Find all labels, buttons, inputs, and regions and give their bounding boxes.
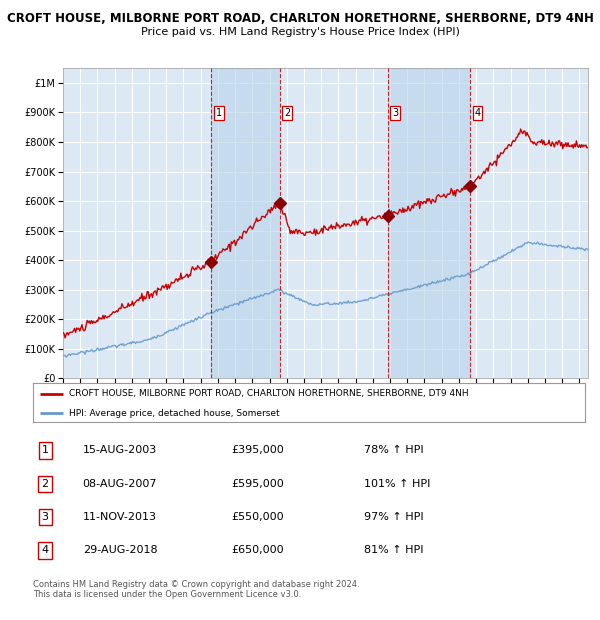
- Text: £595,000: £595,000: [232, 479, 284, 489]
- Text: 08-AUG-2007: 08-AUG-2007: [83, 479, 157, 489]
- Text: 78% ↑ HPI: 78% ↑ HPI: [364, 445, 424, 456]
- Text: 4: 4: [475, 108, 481, 118]
- Text: 2: 2: [284, 108, 290, 118]
- Text: 1: 1: [41, 445, 49, 456]
- Text: 11-NOV-2013: 11-NOV-2013: [83, 512, 157, 522]
- Text: 4: 4: [41, 546, 49, 556]
- Text: Contains HM Land Registry data © Crown copyright and database right 2024.
This d: Contains HM Land Registry data © Crown c…: [33, 580, 359, 599]
- Bar: [211, 68, 280, 378]
- Text: Price paid vs. HM Land Registry's House Price Index (HPI): Price paid vs. HM Land Registry's House …: [140, 27, 460, 37]
- Text: 97% ↑ HPI: 97% ↑ HPI: [364, 512, 424, 522]
- Bar: [388, 68, 470, 378]
- Text: 3: 3: [41, 512, 49, 522]
- Text: CROFT HOUSE, MILBORNE PORT ROAD, CHARLTON HORETHORNE, SHERBORNE, DT9 4NH: CROFT HOUSE, MILBORNE PORT ROAD, CHARLTO…: [7, 12, 593, 25]
- Text: 2: 2: [41, 479, 49, 489]
- Text: £650,000: £650,000: [232, 546, 284, 556]
- Text: 29-AUG-2018: 29-AUG-2018: [83, 546, 157, 556]
- Text: 3: 3: [392, 108, 398, 118]
- Text: 1: 1: [215, 108, 222, 118]
- Text: 81% ↑ HPI: 81% ↑ HPI: [364, 546, 424, 556]
- Text: £395,000: £395,000: [232, 445, 284, 456]
- Text: £550,000: £550,000: [232, 512, 284, 522]
- Text: CROFT HOUSE, MILBORNE PORT ROAD, CHARLTON HORETHORNE, SHERBORNE, DT9 4NH: CROFT HOUSE, MILBORNE PORT ROAD, CHARLTO…: [69, 389, 469, 398]
- Text: 101% ↑ HPI: 101% ↑ HPI: [364, 479, 431, 489]
- Text: 15-AUG-2003: 15-AUG-2003: [83, 445, 157, 456]
- Text: HPI: Average price, detached house, Somerset: HPI: Average price, detached house, Some…: [69, 409, 280, 418]
